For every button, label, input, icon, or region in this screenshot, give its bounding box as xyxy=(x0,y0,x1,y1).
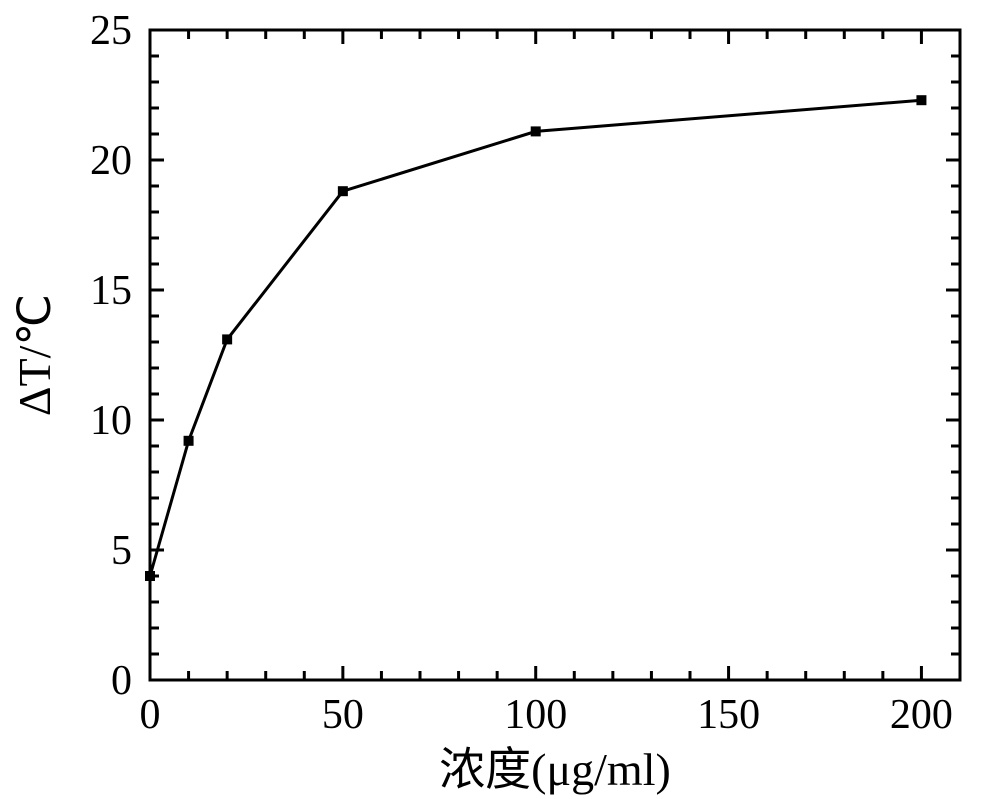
y-tick-label: 10 xyxy=(90,398,132,444)
data-marker xyxy=(145,571,155,581)
data-line xyxy=(150,100,921,576)
data-marker xyxy=(222,334,232,344)
y-tick-label: 5 xyxy=(111,528,132,574)
x-tick-label: 150 xyxy=(697,692,760,738)
data-marker xyxy=(531,126,541,136)
x-axis-title: 浓度(μg/ml) xyxy=(439,744,671,795)
y-axis-title: ΔT/℃ xyxy=(9,294,60,416)
x-tick-label: 0 xyxy=(140,692,161,738)
y-tick-label: 25 xyxy=(90,8,132,54)
y-tick-label: 15 xyxy=(90,268,132,314)
x-tick-label: 50 xyxy=(322,692,364,738)
x-tick-label: 100 xyxy=(504,692,567,738)
data-marker xyxy=(916,95,926,105)
data-marker xyxy=(184,436,194,446)
data-marker xyxy=(338,186,348,196)
chart-container: 0 50 100 150 200 0 5 10 15 20 25 浓度(μg/ml) ΔT/℃ xyxy=(0,0,1000,799)
x-tick-label: 200 xyxy=(890,692,953,738)
chart-svg: 0 50 100 150 200 0 5 10 15 20 25 浓度(μg/ml) ΔT/℃ xyxy=(0,0,1000,799)
y-tick-label: 20 xyxy=(90,138,132,184)
y-tick-label: 0 xyxy=(111,658,132,704)
plot-frame xyxy=(150,30,960,680)
